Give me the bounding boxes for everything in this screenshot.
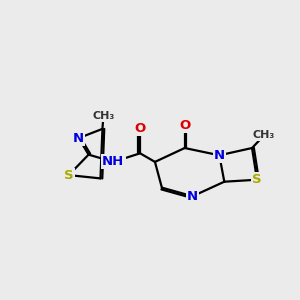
Text: NH: NH bbox=[102, 155, 124, 168]
Text: N: N bbox=[214, 149, 225, 162]
Text: S: S bbox=[64, 169, 74, 182]
Text: O: O bbox=[134, 122, 146, 135]
Text: N: N bbox=[73, 132, 84, 145]
Text: N: N bbox=[187, 190, 198, 203]
Text: O: O bbox=[179, 119, 190, 132]
Text: CH₃: CH₃ bbox=[92, 111, 115, 121]
Text: CH₃: CH₃ bbox=[253, 130, 275, 140]
Text: S: S bbox=[252, 173, 262, 186]
